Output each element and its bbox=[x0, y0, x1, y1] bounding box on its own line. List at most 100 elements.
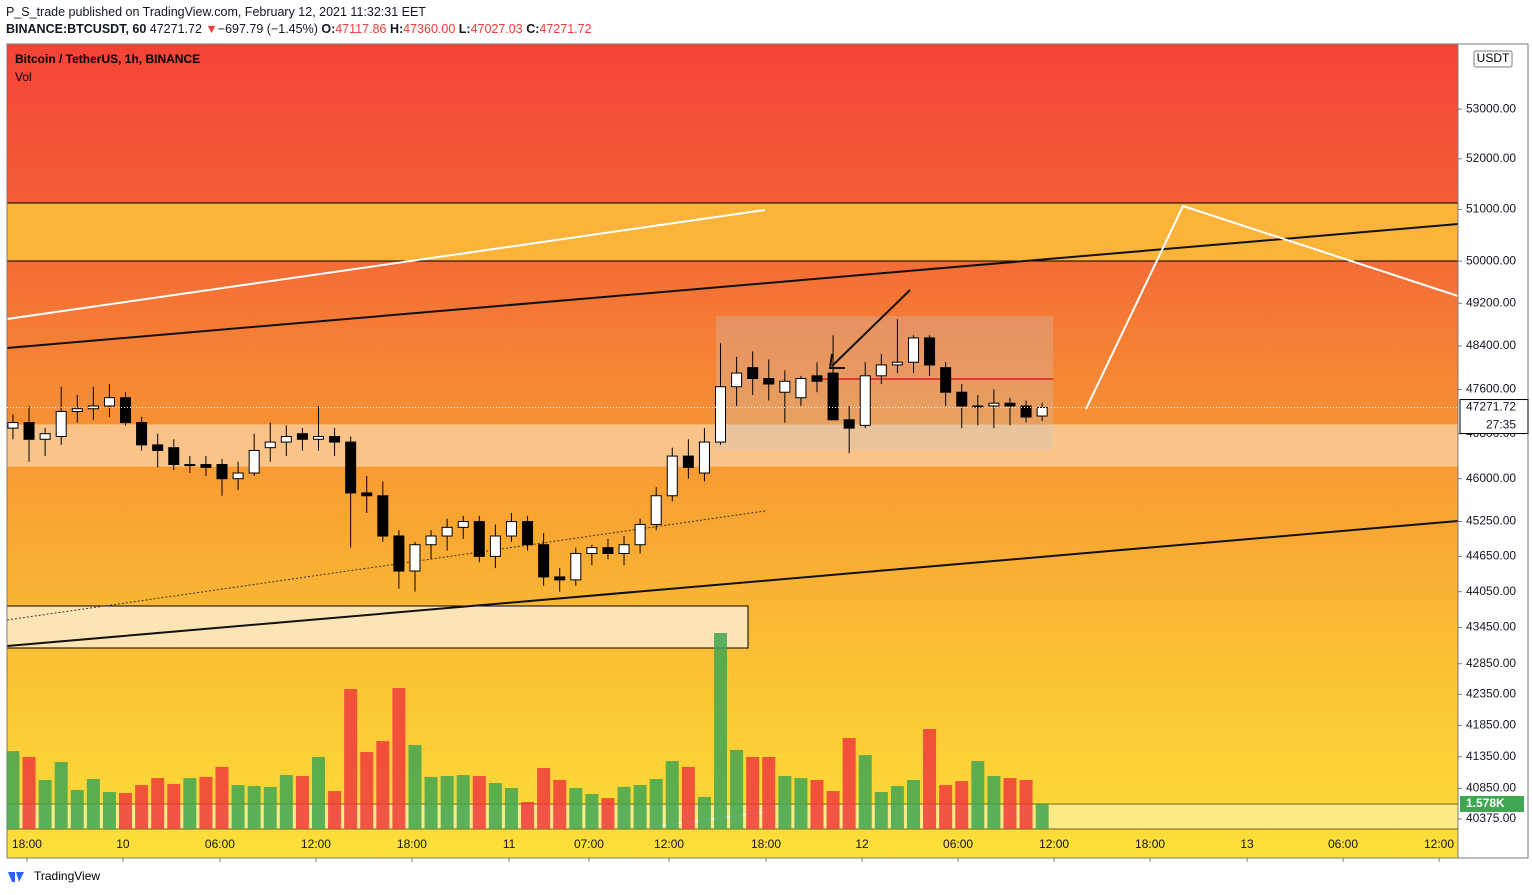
volume-bar bbox=[633, 785, 647, 829]
volume-bar bbox=[730, 749, 744, 829]
candle-body bbox=[731, 372, 743, 388]
candle-body bbox=[136, 422, 148, 446]
candle-body bbox=[87, 405, 99, 410]
candle-body bbox=[827, 372, 839, 421]
y-tick-label: 47600.00 bbox=[1466, 382, 1516, 396]
candle-body bbox=[409, 544, 421, 572]
volume-bar bbox=[1003, 778, 1017, 829]
price-label: 47271.72 bbox=[1466, 400, 1516, 414]
volume-bar bbox=[665, 761, 679, 829]
candle-body bbox=[763, 378, 775, 385]
symbol: BINANCE:BTCUSDT, 60 bbox=[6, 22, 147, 36]
trend-line bbox=[6, 209, 766, 320]
x-tick-label: 12:00 bbox=[1039, 837, 1069, 851]
volume-bar bbox=[6, 751, 20, 829]
candle-body bbox=[940, 367, 952, 393]
y-tick-label: 45250.00 bbox=[1466, 514, 1516, 528]
candle-body bbox=[570, 552, 582, 581]
candle-body bbox=[522, 521, 534, 546]
volume-bar bbox=[38, 779, 52, 829]
volume-bar bbox=[955, 781, 969, 829]
x-tick-label: 12:00 bbox=[654, 837, 684, 851]
volume-bar bbox=[488, 782, 502, 829]
x-tick-label: 12:00 bbox=[301, 837, 331, 851]
publisher-line: P_S_trade published on TradingView.com, … bbox=[6, 5, 426, 19]
candle-body bbox=[361, 492, 373, 497]
volume-bar bbox=[906, 779, 920, 829]
volume-bar bbox=[440, 775, 454, 829]
projection bbox=[1085, 204, 1459, 410]
candle-body bbox=[1036, 407, 1048, 417]
volume-bar bbox=[810, 779, 824, 829]
volume-bar bbox=[22, 756, 36, 829]
candle-body bbox=[345, 441, 357, 494]
volume-bar bbox=[794, 778, 808, 829]
candle-body bbox=[715, 386, 727, 443]
candle-body bbox=[618, 544, 630, 554]
zone bbox=[6, 202, 1459, 262]
y-tick-label: 48400.00 bbox=[1466, 338, 1516, 352]
candle-body bbox=[1004, 402, 1016, 407]
volume-bar bbox=[553, 779, 567, 829]
candle-body bbox=[184, 464, 196, 467]
y-tick-label: 40375.00 bbox=[1466, 811, 1516, 825]
c: 47271.72 bbox=[539, 22, 592, 36]
candle-body bbox=[103, 397, 115, 407]
volume-bar bbox=[874, 792, 888, 829]
candle-body bbox=[168, 447, 180, 466]
candle-body bbox=[393, 535, 405, 572]
candle-body bbox=[924, 337, 936, 366]
volume-bar bbox=[569, 788, 583, 829]
candle-body bbox=[55, 410, 67, 437]
ohlc-line: BINANCE:BTCUSDT, 60 47271.72 ▼−697.79 (−… bbox=[6, 22, 592, 36]
footer: TradingView bbox=[34, 869, 100, 883]
candle-body bbox=[473, 521, 485, 557]
candle-body bbox=[586, 547, 598, 554]
y-tick-label: 51000.00 bbox=[1466, 202, 1516, 216]
candle-body bbox=[666, 455, 678, 497]
volume-bar bbox=[697, 796, 711, 829]
volume-bar bbox=[295, 775, 309, 829]
candle-body bbox=[200, 464, 212, 468]
y-tick-label: 43450.00 bbox=[1466, 620, 1516, 634]
arrow: ▼ bbox=[205, 22, 218, 36]
candle-body bbox=[425, 535, 437, 546]
volume-bar bbox=[521, 802, 535, 829]
volume-bar bbox=[86, 779, 100, 829]
y-tick-label: 44650.00 bbox=[1466, 549, 1516, 563]
candle-body bbox=[441, 526, 453, 537]
volume-bar bbox=[102, 792, 116, 829]
volume-bar bbox=[858, 755, 872, 829]
volume-title: Vol bbox=[15, 70, 32, 84]
candle-body bbox=[232, 472, 244, 480]
candle-body bbox=[39, 433, 51, 440]
volume-label: 1.578K bbox=[1466, 796, 1505, 810]
volume-bar bbox=[151, 778, 165, 829]
volume-bar bbox=[762, 756, 776, 829]
volume-bar bbox=[135, 785, 149, 829]
volume-bar bbox=[167, 783, 181, 829]
y-tick-label: 40850.00 bbox=[1466, 781, 1516, 795]
candle-body bbox=[811, 375, 823, 382]
candle-body bbox=[329, 435, 341, 443]
candle-body bbox=[859, 375, 871, 426]
y-tick-label: 50000.00 bbox=[1466, 253, 1516, 267]
volume-bar bbox=[424, 776, 438, 829]
trend-line bbox=[6, 520, 1459, 647]
h-label: H: bbox=[389, 22, 404, 36]
candle-body bbox=[795, 378, 807, 399]
x-tick-label: 11 bbox=[503, 837, 516, 851]
price-badge bbox=[1459, 399, 1529, 435]
y-tick-label: 41850.00 bbox=[1466, 718, 1516, 732]
volume-bar bbox=[681, 766, 695, 829]
l: 47027.03 bbox=[470, 22, 523, 36]
y-tick-label: 44050.00 bbox=[1466, 584, 1516, 598]
candle-body bbox=[875, 364, 887, 377]
candle-body bbox=[779, 380, 791, 393]
volume-bar bbox=[279, 775, 293, 829]
countdown: 27:35 bbox=[1486, 418, 1516, 432]
candle-body bbox=[972, 405, 984, 408]
volume-bar bbox=[826, 791, 840, 829]
candle-body bbox=[634, 523, 646, 546]
